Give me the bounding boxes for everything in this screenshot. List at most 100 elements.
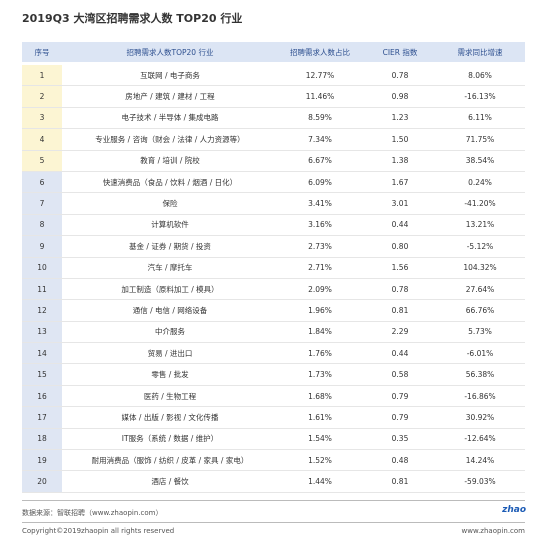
table-cell: 0.81	[391, 305, 409, 315]
table-cell: -59.03%	[464, 477, 496, 487]
table-row: 7 保险 3.41% 3.01 -41.20%	[22, 193, 525, 215]
table-row: 11 加工制造（原料加工 / 模具） 2.09% 0.78 27.64%	[22, 278, 525, 301]
table-cell: 6	[22, 171, 62, 193]
table-row: 1 互联网 / 电子商务 12.77% 0.78 8.06%	[22, 65, 525, 87]
table-cell: -5.12%	[466, 241, 494, 251]
table-cell: 电子技术 / 半导体 / 集成电路	[121, 113, 219, 123]
table-cell: 1.56	[391, 263, 409, 273]
table-cell: 汽车 / 摩托车	[147, 263, 193, 273]
table-cell: 0.80	[391, 241, 409, 251]
table-row: 18 IT服务（系统 / 数据 / 维护） 1.54% 0.35 -12.64%	[22, 428, 525, 451]
table-cell: 27.64%	[465, 284, 495, 294]
table-cell: 2.09%	[308, 284, 332, 294]
table-cell: -41.20%	[464, 199, 496, 209]
table-cell: 12.77%	[305, 70, 335, 80]
table-cell: 0.58	[391, 370, 409, 380]
table-cell: 0.24%	[468, 177, 492, 187]
table-cell: 6.09%	[308, 177, 332, 187]
table-cell: 104.32%	[463, 263, 497, 273]
table-cell: 3.41%	[308, 199, 332, 209]
table-cell: 3.16%	[308, 220, 332, 230]
table-cell: 中介服务	[155, 327, 185, 337]
table-cell: 1.54%	[308, 434, 332, 444]
table-cell: 0.78	[391, 284, 409, 294]
table-cell: 71.75%	[465, 134, 495, 144]
table-cell: 6.11%	[468, 113, 492, 123]
table-row: 6 快速消费品（食品 / 饮料 / 烟酒 / 日化） 6.09% 1.67 0.24%	[22, 171, 525, 194]
table-cell: 贸易 / 进出口	[147, 348, 193, 358]
table-cell: 0.79	[391, 391, 409, 401]
table-cell: 6.67%	[308, 156, 332, 166]
table-cell: 1.44%	[308, 477, 332, 487]
table-cell: 1.76%	[308, 348, 332, 358]
table-cell: 1.50	[391, 134, 409, 144]
table-cell: 66.76%	[465, 305, 495, 315]
table-cell: 0.81	[391, 477, 409, 487]
table-cell: 13	[22, 321, 62, 343]
table-cell: 医药 / 生物工程	[143, 391, 197, 401]
table-cell: 1.73%	[308, 370, 332, 380]
table-cell: 快速消费品（食品 / 饮料 / 烟酒 / 日化）	[102, 177, 238, 187]
table-cell: 0.44	[391, 348, 409, 358]
table-cell: 8.59%	[308, 113, 332, 123]
copyright: Copyright©2019zhaopin all rights reserve…	[22, 527, 175, 535]
table-row: 20 酒店 / 餐饮 1.44% 0.81 -59.03%	[22, 471, 525, 493]
table-cell: 3	[22, 107, 62, 129]
table-cell: 2.71%	[308, 263, 332, 273]
table-cell: 0.35	[391, 434, 409, 444]
table-row: 16 医药 / 生物工程 1.68% 0.79 -16.86%	[22, 385, 525, 408]
table-cell: -16.86%	[464, 391, 496, 401]
table-row: 3 电子技术 / 半导体 / 集成电路 8.59% 1.23 6.11%	[22, 107, 525, 130]
table-cell: 4	[22, 129, 62, 150]
table-cell: 0.98	[391, 92, 409, 102]
table-row: 14 贸易 / 进出口 1.76% 0.44 -6.01%	[22, 343, 525, 365]
table-cell: 1.38	[391, 156, 409, 166]
table-row: 17 媒体 / 出版 / 影视 / 文化传播 1.61% 0.79 30.92%	[22, 407, 525, 429]
table-cell: 酒店 / 餐饮	[151, 477, 189, 487]
table-row: 5 教育 / 培训 / 院校 6.67% 1.38 38.54%	[22, 150, 525, 172]
table-cell: 0.78	[391, 70, 409, 80]
table-cell: 30.92%	[465, 412, 495, 422]
table-cell: 教育 / 培训 / 院校	[140, 156, 200, 166]
table: 序号 招聘需求人数TOP20 行业 招聘需求人数占比 CIER 指数 需求同比增速 1 互联…	[22, 42, 525, 493]
table-row: 10 汽车 / 摩托车 2.71% 1.56 104.32%	[22, 257, 525, 279]
table-cell: 加工制造（原料加工 / 模具）	[121, 284, 219, 294]
table-row: 19 耐用消费品（服饰 / 纺织 / 皮革 / 家具 / 家电） 1.52% 0.48…	[22, 450, 525, 472]
table-cell: 1.67	[391, 177, 409, 187]
table-cell: 5	[22, 150, 62, 171]
table-cell: 16	[22, 385, 62, 407]
table-cell: 9	[22, 236, 62, 257]
table-cell: 房地产 / 建筑 / 建材 / 工程	[125, 92, 215, 102]
table-cell: 10	[22, 257, 62, 278]
table-cell: 互联网 / 电子商务	[140, 70, 200, 80]
table-cell: 14.24%	[465, 455, 495, 465]
table-row: 4 专业服务 / 咨询（财会 / 法律 / 人力资源等） 7.34% 1.50 71.7…	[22, 129, 525, 151]
table-row: 8 计算机软件 3.16% 0.44 13.21%	[22, 214, 525, 237]
table-row: 9 基金 / 证券 / 期货 / 投资 2.73% 0.80 -5.12%	[22, 236, 525, 258]
divider	[22, 522, 525, 523]
header-row: 序号 招聘需求人数TOP20 行业 招聘需求人数占比 CIER 指数 需求同比增速	[22, 42, 525, 62]
table-row: 2 房地产 / 建筑 / 建材 / 工程 11.46% 0.98 -16.13%	[22, 86, 525, 108]
table-cell: 11	[22, 278, 62, 300]
divider	[22, 500, 525, 501]
table-cell: -12.64%	[464, 434, 496, 444]
table-cell: 1.61%	[308, 412, 332, 422]
table-cell: 18	[22, 428, 62, 450]
table-cell: 1.52%	[308, 455, 332, 465]
header-cell: 招聘需求人数TOP20 行业	[126, 47, 214, 57]
table-cell: -6.01%	[466, 348, 494, 358]
table-cell: 媒体 / 出版 / 影视 / 文化传播	[121, 412, 219, 422]
table-cell: 耐用消费品（服饰 / 纺织 / 皮革 / 家具 / 家电）	[91, 455, 249, 465]
table-cell: 12	[22, 300, 62, 321]
header-cell: 招聘需求人数占比	[290, 47, 350, 57]
table-cell: 零售 / 批发	[151, 370, 189, 380]
table-cell: 5.73%	[468, 327, 492, 337]
table-cell: 15	[22, 364, 62, 385]
source: 数据来源：智联招聘（www.zhaopin.com）	[22, 509, 163, 517]
table-cell: 14	[22, 343, 62, 364]
table-cell: 2.29	[391, 327, 409, 337]
table-cell: IT服务（系统 / 数据 / 维护）	[121, 434, 219, 444]
table-row: 12 通信 / 电信 / 网络设备 1.96% 0.81 66.76%	[22, 300, 525, 322]
table-cell: 通信 / 电信 / 网络设备	[132, 305, 208, 315]
